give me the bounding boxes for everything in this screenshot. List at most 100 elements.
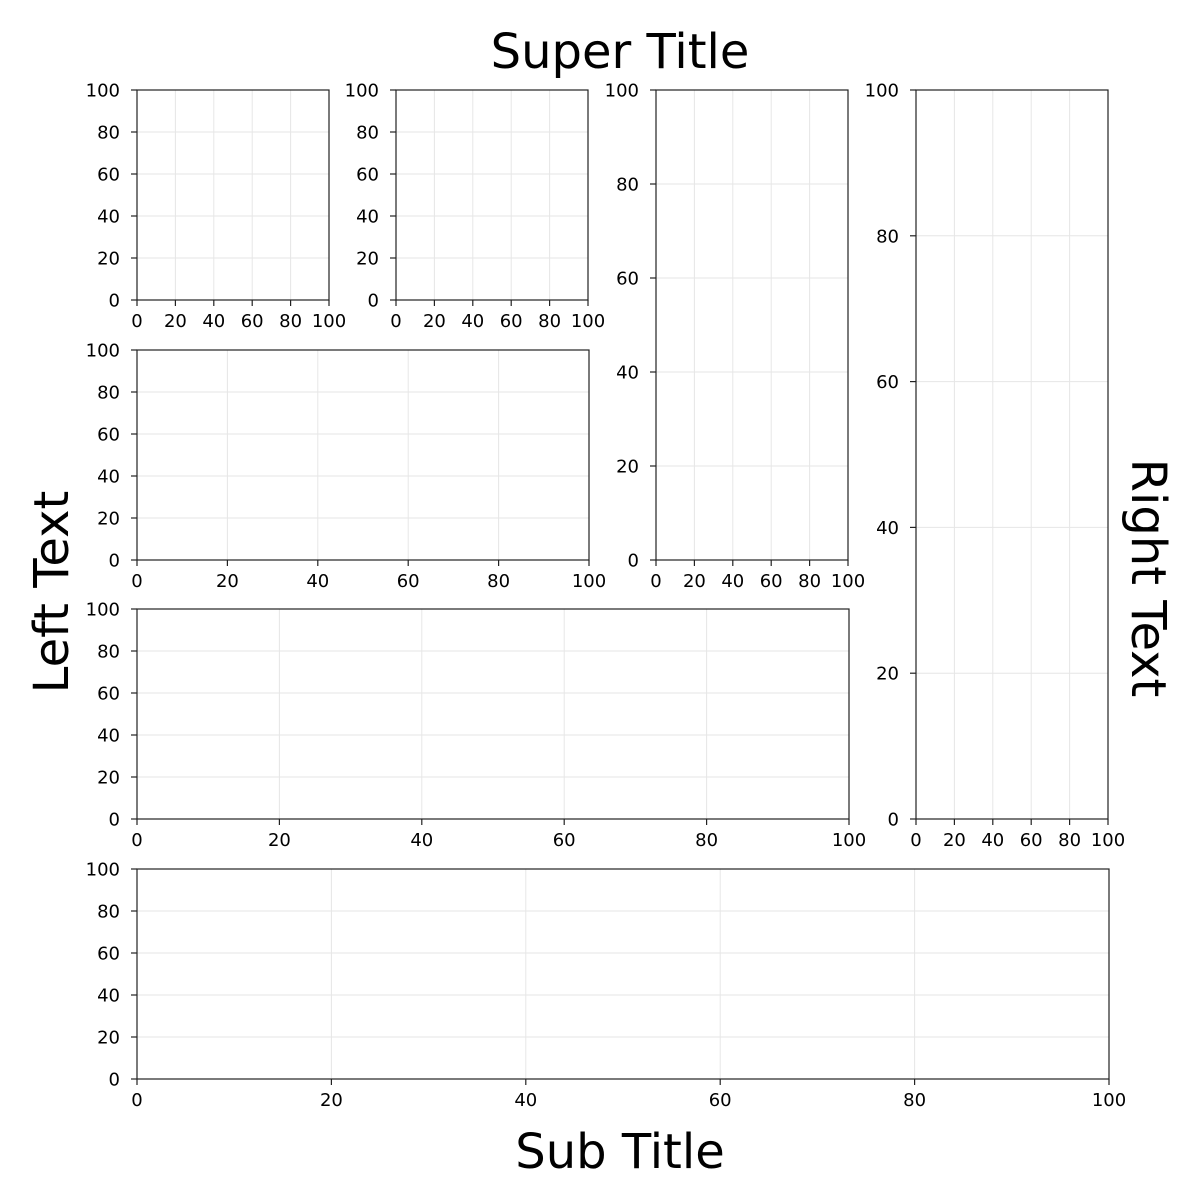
x-tick-label: 100 — [832, 830, 866, 851]
x-tick-label: 40 — [202, 311, 225, 332]
x-tick-label: 80 — [798, 571, 821, 592]
axes-frame — [136, 608, 850, 820]
y-tick-label: 0 — [109, 291, 120, 312]
x-tick-label: 80 — [903, 1090, 926, 1111]
subplot-5: 0 20 40 60 80 100 0 20 40 60 80 100 — [86, 341, 607, 593]
axes-frame — [136, 349, 590, 561]
x-tick-label: 20 — [216, 571, 239, 592]
y-tick-label: 40 — [97, 726, 120, 747]
x-tick-label: 100 — [831, 571, 865, 592]
y-tick-label: 20 — [616, 457, 639, 478]
y-tick-label: 20 — [97, 249, 120, 270]
x-tick-label: 20 — [164, 311, 187, 332]
x-tick-label: 100 — [571, 311, 605, 332]
y-tick-label: 20 — [876, 664, 899, 685]
x-tick-label: 0 — [650, 571, 661, 592]
subplot-6: 0 20 40 60 80 100 0 20 40 60 80 100 — [86, 600, 867, 852]
subplot-1: 0 20 40 60 80 100 0 20 40 60 80 100 — [86, 81, 347, 333]
y-tick-label: 20 — [97, 509, 120, 530]
y-tick-label: 60 — [356, 165, 379, 186]
y-tick-label: 80 — [876, 226, 899, 247]
x-tick-label: 80 — [487, 571, 510, 592]
axes-frame — [136, 89, 330, 301]
y-tick-label: 80 — [97, 123, 120, 144]
x-tick-label: 20 — [423, 311, 446, 332]
x-tick-label: 80 — [1058, 830, 1081, 851]
x-tick-label: 100 — [1092, 1090, 1126, 1111]
x-tick-label: 20 — [683, 571, 706, 592]
x-tick-label: 0 — [131, 311, 142, 332]
y-tick-label: 20 — [356, 249, 379, 270]
y-tick-label: 80 — [356, 123, 379, 144]
y-tick-label: 60 — [97, 944, 120, 965]
y-tick-label: 100 — [86, 341, 120, 362]
x-tick-label: 0 — [131, 571, 142, 592]
x-tick-label: 40 — [410, 830, 433, 851]
subplot-7: 0 20 40 60 80 100 0 20 40 60 80 100 — [86, 860, 1127, 1112]
y-tick-label: 40 — [97, 467, 120, 488]
x-tick-label: 80 — [695, 830, 718, 851]
y-tick-label: 40 — [876, 518, 899, 539]
x-tick-label: 40 — [514, 1090, 537, 1111]
x-tick-label: 20 — [268, 830, 291, 851]
x-tick-label: 60 — [709, 1090, 732, 1111]
y-tick-label: 80 — [616, 175, 639, 196]
y-tick-label: 40 — [616, 363, 639, 384]
y-tick-label: 80 — [97, 383, 120, 404]
x-tick-label: 60 — [1020, 830, 1043, 851]
x-tick-label: 60 — [760, 571, 783, 592]
x-tick-label: 0 — [390, 311, 401, 332]
y-tick-label: 0 — [888, 810, 899, 831]
x-tick-label: 20 — [943, 830, 966, 851]
left-text: Left Text — [24, 491, 80, 694]
y-tick-label: 80 — [97, 902, 120, 923]
y-tick-label: 60 — [97, 425, 120, 446]
x-tick-label: 100 — [312, 311, 346, 332]
x-tick-label: 60 — [397, 571, 420, 592]
y-tick-label: 100 — [605, 81, 639, 102]
sub-title: Sub Title — [515, 1124, 724, 1180]
y-tick-label: 0 — [109, 810, 120, 831]
subplot-3: 0 20 40 60 80 100 0 20 40 60 80 100 — [605, 81, 866, 593]
y-tick-label: 100 — [86, 81, 120, 102]
x-tick-label: 20 — [320, 1090, 343, 1111]
x-tick-label: 40 — [306, 571, 329, 592]
axes-frame — [915, 89, 1109, 820]
x-tick-label: 0 — [910, 830, 921, 851]
y-tick-label: 60 — [97, 684, 120, 705]
x-tick-label: 0 — [131, 830, 142, 851]
y-tick-label: 40 — [356, 207, 379, 228]
x-tick-label: 0 — [131, 1090, 142, 1111]
x-tick-label: 60 — [241, 311, 264, 332]
y-tick-label: 0 — [368, 291, 379, 312]
y-tick-label: 60 — [876, 372, 899, 393]
subplot-2: 0 20 40 60 80 100 0 20 40 60 80 100 — [345, 81, 606, 333]
super-title: Super Title — [491, 24, 750, 80]
x-tick-label: 60 — [553, 830, 576, 851]
x-tick-label: 40 — [461, 311, 484, 332]
x-tick-label: 80 — [538, 311, 561, 332]
x-tick-label: 80 — [279, 311, 302, 332]
x-tick-label: 60 — [500, 311, 523, 332]
y-tick-label: 80 — [97, 642, 120, 663]
y-tick-label: 40 — [97, 207, 120, 228]
y-tick-label: 0 — [109, 551, 120, 572]
right-text: Right Text — [1120, 459, 1176, 698]
axes-frame — [136, 868, 1110, 1080]
subplot-4: 0 20 40 60 80 100 0 20 40 60 80 100 — [865, 81, 1126, 852]
y-tick-label: 0 — [109, 1070, 120, 1091]
y-tick-label: 100 — [86, 600, 120, 621]
y-tick-label: 40 — [97, 986, 120, 1007]
y-tick-label: 100 — [865, 81, 899, 102]
y-tick-label: 20 — [97, 1028, 120, 1049]
axes-frame — [395, 89, 589, 301]
x-tick-label: 100 — [572, 571, 606, 592]
y-tick-label: 100 — [345, 81, 379, 102]
x-tick-label: 40 — [981, 830, 1004, 851]
y-tick-label: 60 — [97, 165, 120, 186]
x-tick-label: 40 — [721, 571, 744, 592]
y-tick-label: 100 — [86, 860, 120, 881]
y-tick-label: 60 — [616, 269, 639, 290]
x-tick-label: 100 — [1091, 830, 1125, 851]
